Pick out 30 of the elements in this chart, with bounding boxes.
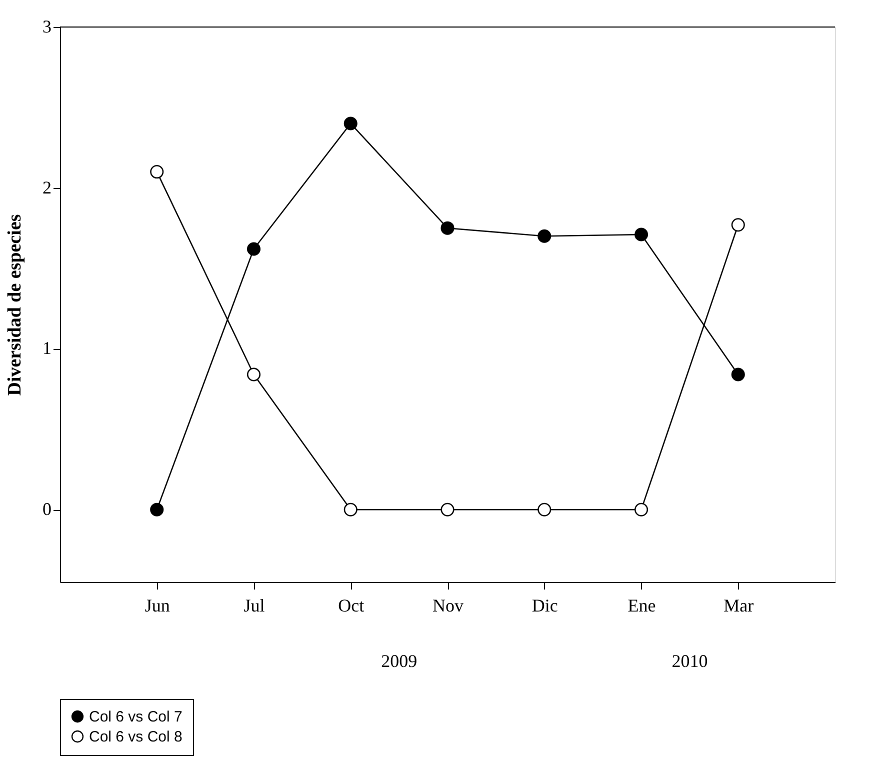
x-tick-label: Oct — [338, 596, 364, 616]
y-tick-label: 0 — [42, 499, 52, 520]
x-tick-label: Mar — [724, 596, 754, 616]
x-tick-label: Jun — [144, 596, 170, 616]
point — [634, 502, 648, 516]
x-tick-label: Nov — [432, 596, 464, 616]
point — [344, 502, 358, 516]
point — [731, 368, 745, 382]
y-axis-title: Diversidad de especies — [4, 214, 26, 396]
point — [246, 368, 261, 382]
point — [150, 165, 164, 179]
text: 2009 — [381, 651, 418, 671]
point — [538, 229, 552, 243]
y-tick-label: 2 — [42, 177, 52, 198]
point — [538, 502, 552, 516]
point — [731, 218, 745, 232]
point — [634, 228, 648, 242]
point — [150, 502, 164, 516]
text: 2010 — [672, 651, 708, 671]
x-tick-label: Jul — [244, 596, 265, 616]
point — [440, 221, 454, 235]
x-tick-label: Dic — [532, 596, 558, 616]
point — [344, 116, 358, 130]
point — [440, 502, 454, 516]
legend-label: Col 6 vs Col 8 — [89, 728, 182, 746]
y-tick-label: 3 — [42, 16, 52, 36]
point — [246, 242, 261, 256]
y-tick-label: 1 — [42, 338, 52, 358]
legend-label: Col 6 vs Col 7 — [89, 708, 182, 726]
x-tick-label: Ene — [628, 596, 656, 616]
